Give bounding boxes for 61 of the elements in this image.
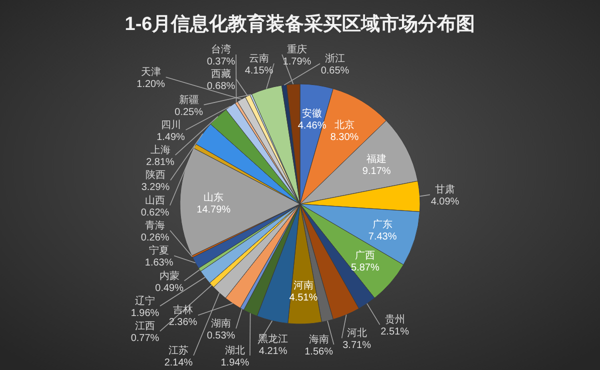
data-label: 0.53% (206, 330, 236, 342)
slice-label: 安徽 (302, 107, 322, 120)
slice-label: 河南 (293, 279, 314, 292)
data-label: 1.56% (304, 346, 334, 358)
data-label: 0.37% (206, 56, 236, 68)
data-label: 1.20% (136, 79, 166, 90)
slice-label: 新疆 (178, 94, 199, 106)
data-label: 2.81% (146, 157, 175, 168)
data-label: 2.51% (380, 326, 410, 338)
data-label: 8.30% (330, 132, 359, 143)
slice-label: 江苏 (168, 344, 189, 356)
slice-label: 广西 (355, 250, 376, 262)
data-label: 4.09% (430, 196, 460, 208)
data-label: 7.43% (368, 231, 397, 242)
chart-title: 1-6月信息化教育装备采买区域市场分布图 (124, 13, 476, 35)
slice-label: 陕西 (145, 169, 166, 182)
data-label: 0.62% (140, 207, 170, 218)
slice-label: 青海 (145, 220, 166, 232)
slice-label: 福建 (366, 153, 387, 166)
data-label: 4.21% (258, 346, 288, 358)
data-label: 0.49% (155, 282, 184, 294)
slice-label: 浙江 (325, 52, 346, 65)
data-label: 9.17% (362, 166, 391, 178)
slice-label: 山西 (145, 194, 165, 206)
data-label: 3.71% (342, 340, 372, 352)
data-label: 0.77% (130, 333, 160, 344)
data-label: 0.25% (174, 106, 204, 118)
data-label: 2.36% (168, 317, 198, 328)
data-label: 0.26% (140, 232, 170, 244)
data-label: 1.94% (220, 358, 250, 368)
slice-label: 江西 (135, 320, 156, 332)
data-label: 2.14% (164, 358, 193, 368)
slice-label: 吉林 (173, 304, 194, 316)
slice-label: 宁夏 (149, 244, 170, 257)
data-label: 1.63% (144, 258, 174, 269)
data-label: 1.49% (156, 132, 186, 143)
slice-label: 湖北 (224, 344, 245, 356)
slice-label: 甘肃 (435, 184, 455, 196)
slice-label: 云南 (249, 52, 270, 64)
slice-label: 西藏 (211, 68, 232, 80)
slice-label: 山东 (204, 191, 224, 204)
slice-label: 河北 (346, 327, 367, 340)
data-label: 4.51% (289, 292, 318, 304)
slice-label: 广东 (372, 218, 393, 230)
slice-label: 四川 (160, 118, 181, 131)
slice-label: 上海 (150, 144, 170, 156)
slice-label: 海南 (308, 333, 329, 346)
data-label: 14.79% (196, 204, 231, 216)
slice-label: 北京 (334, 118, 354, 131)
data-label: 0.65% (320, 66, 350, 77)
data-label: 5.87% (351, 262, 380, 274)
data-label: 0.68% (206, 80, 236, 92)
data-label: 1.96% (130, 308, 160, 319)
slice-label: 台湾 (211, 44, 232, 56)
slice-label: 湖南 (211, 318, 232, 330)
slice-label: 天津 (140, 66, 161, 78)
slice-label: 内蒙 (159, 270, 180, 282)
slice-label: 重庆 (287, 44, 308, 56)
slice-label: 贵州 (384, 314, 405, 326)
slice-label: 辽宁 (135, 294, 156, 307)
data-label: 3.29% (141, 182, 170, 194)
